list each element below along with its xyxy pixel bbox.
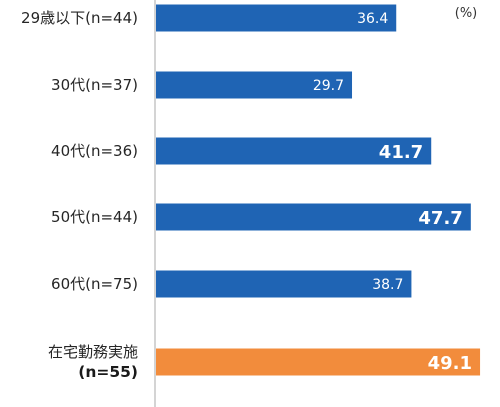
category-label-0: 29歳以下(n=44) (21, 9, 138, 27)
category-label-5-1: (n=55) (78, 363, 138, 381)
category-label-3: 50代(n=44) (51, 208, 138, 226)
bar-value-label-4: 38.7 (372, 277, 403, 293)
bar-value-label-1: 29.7 (313, 78, 344, 94)
bar-2 (156, 137, 432, 165)
category-label-4: 60代(n=75) (51, 275, 138, 293)
bar-value-label-5: 49.1 (428, 353, 472, 374)
category-label-5-0: 在宅勤務実施 (48, 343, 138, 361)
bar-value-label-0: 36.4 (357, 11, 388, 27)
category-label-1: 30代(n=37) (51, 76, 138, 94)
bars-layer: 36.4 29歳以下(n=44) 29.7 30代(n=37) 41.7 40代(n=36… (21, 4, 481, 381)
category-label-2: 40代(n=36) (51, 142, 138, 160)
bar-3 (156, 203, 471, 231)
bar-value-label-3: 47.7 (418, 208, 462, 229)
bar-5 (156, 348, 481, 376)
bar-value-label-2: 41.7 (379, 142, 423, 163)
bar-1 (156, 71, 353, 99)
unit-label: (%) (455, 6, 478, 21)
bar-4 (156, 270, 412, 298)
bar-0 (156, 4, 397, 32)
